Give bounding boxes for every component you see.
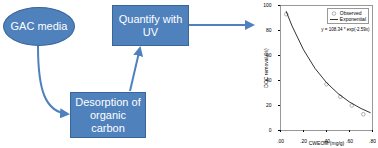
- svg-text:DOC removal (%): DOC removal (%): [263, 48, 269, 88]
- svg-text:y = 108.34 * exp(-2.59x): y = 108.34 * exp(-2.59x): [321, 27, 370, 32]
- html-text:Exponential: Exponential: [339, 16, 366, 22]
- svg-text:.60: .60: [346, 138, 353, 144]
- svg-text:CWEOM (mg/g): CWEOM (mg/g): [309, 140, 345, 146]
- html-text:Desorption of organic carbon: Desorption of organic carbon: [75, 95, 141, 134]
- svg-text:100: 100: [263, 2, 272, 8]
- html-text:GAC media: GAC media: [10, 20, 68, 32]
- svg-text:80: 80: [266, 27, 272, 33]
- svg-text:0: 0: [269, 127, 272, 133]
- html-text:Observed: Observed: [339, 10, 362, 16]
- html-text:Quantify with UV: Quantify with UV: [118, 12, 183, 38]
- svg-text:.80: .80: [369, 138, 376, 144]
- svg-text:.20: .20: [300, 138, 307, 144]
- svg-text:.00: .00: [277, 138, 284, 144]
- svg-text:20: 20: [266, 102, 272, 108]
